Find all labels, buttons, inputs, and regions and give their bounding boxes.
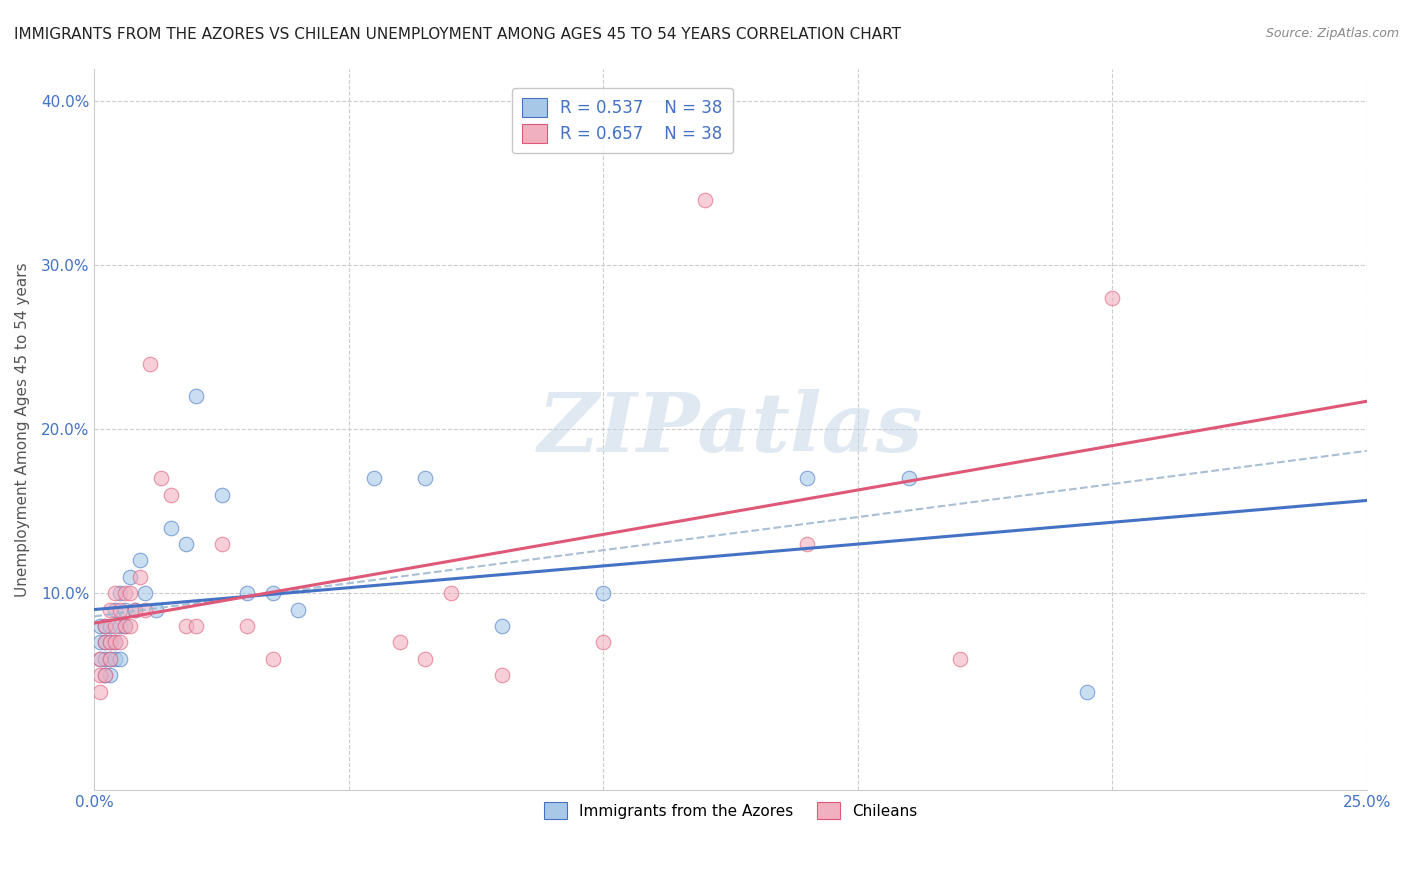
Point <box>949 652 972 666</box>
Point <box>108 635 131 649</box>
Point <box>413 471 436 485</box>
Point <box>93 635 115 649</box>
Point <box>114 602 136 616</box>
Point <box>104 652 127 666</box>
Point <box>104 619 127 633</box>
Point <box>695 193 717 207</box>
Point <box>287 602 309 616</box>
Point <box>134 586 156 600</box>
Y-axis label: Unemployment Among Ages 45 to 54 years: Unemployment Among Ages 45 to 54 years <box>15 262 30 597</box>
Point <box>89 619 111 633</box>
Point <box>413 652 436 666</box>
Point <box>262 652 284 666</box>
Point <box>491 668 513 682</box>
Point <box>98 635 121 649</box>
Point <box>93 619 115 633</box>
Point <box>108 602 131 616</box>
Point <box>1076 684 1098 698</box>
Point <box>592 635 614 649</box>
Point <box>134 602 156 616</box>
Point <box>363 471 385 485</box>
Point <box>149 471 172 485</box>
Point <box>174 619 197 633</box>
Point <box>120 570 142 584</box>
Point <box>145 602 167 616</box>
Point <box>98 602 121 616</box>
Point <box>796 471 818 485</box>
Point <box>114 619 136 633</box>
Point <box>124 602 146 616</box>
Point <box>129 570 152 584</box>
Point <box>114 619 136 633</box>
Point <box>491 619 513 633</box>
Point <box>98 668 121 682</box>
Point <box>159 488 181 502</box>
Text: IMMIGRANTS FROM THE AZORES VS CHILEAN UNEMPLOYMENT AMONG AGES 45 TO 54 YEARS COR: IMMIGRANTS FROM THE AZORES VS CHILEAN UN… <box>14 27 901 42</box>
Point <box>89 652 111 666</box>
Point <box>98 635 121 649</box>
Point <box>108 619 131 633</box>
Point <box>108 586 131 600</box>
Point <box>114 586 136 600</box>
Point <box>139 357 162 371</box>
Point <box>93 635 115 649</box>
Legend: Immigrants from the Azores, Chileans: Immigrants from the Azores, Chileans <box>538 796 924 826</box>
Point <box>186 389 208 403</box>
Point <box>89 668 111 682</box>
Point <box>262 586 284 600</box>
Point <box>104 586 127 600</box>
Point <box>89 652 111 666</box>
Point <box>120 619 142 633</box>
Point <box>129 553 152 567</box>
Point <box>174 537 197 551</box>
Point <box>89 684 111 698</box>
Point <box>236 586 259 600</box>
Point <box>98 652 121 666</box>
Point <box>897 471 920 485</box>
Point <box>1101 291 1123 305</box>
Point <box>211 537 233 551</box>
Point <box>98 619 121 633</box>
Point <box>93 668 115 682</box>
Point <box>796 537 818 551</box>
Point <box>93 652 115 666</box>
Point <box>388 635 411 649</box>
Point <box>108 652 131 666</box>
Point <box>104 635 127 649</box>
Text: Source: ZipAtlas.com: Source: ZipAtlas.com <box>1265 27 1399 40</box>
Point <box>440 586 463 600</box>
Point <box>186 619 208 633</box>
Point <box>93 668 115 682</box>
Point <box>104 635 127 649</box>
Text: ZIPatlas: ZIPatlas <box>538 389 924 469</box>
Point <box>236 619 259 633</box>
Point <box>98 652 121 666</box>
Point <box>592 586 614 600</box>
Point <box>104 602 127 616</box>
Point <box>89 635 111 649</box>
Point <box>159 520 181 534</box>
Point <box>93 619 115 633</box>
Point <box>124 602 146 616</box>
Point <box>120 586 142 600</box>
Point <box>211 488 233 502</box>
